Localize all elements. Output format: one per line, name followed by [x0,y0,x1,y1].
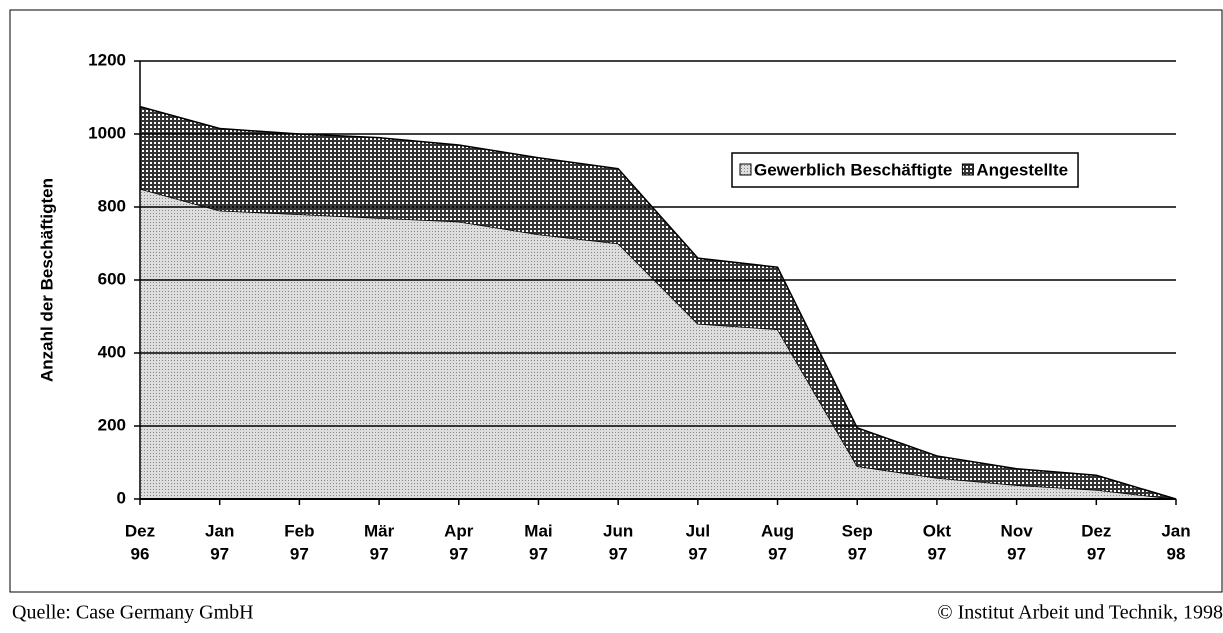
x-tick-label: Okt [923,521,952,540]
x-tick-label: Feb [284,521,314,540]
copyright: © Institut Arbeit und Technik, 1998 [937,602,1223,624]
y-tick-label: 0 [117,488,126,507]
y-tick-label: 400 [98,342,126,361]
x-tick-label: 96 [131,544,150,563]
legend-label: Gewerblich Beschäftigte [754,160,952,179]
x-tick-label: Mai [524,521,552,540]
x-tick-label: Apr [444,521,474,540]
area [140,106,1176,499]
y-tick-label: 200 [98,415,126,434]
frame [9,9,1223,593]
x-tick-label: 97 [290,544,309,563]
y-tick-label: 1000 [88,123,126,142]
y-axis-label: Anzahl der Beschäftigten [37,178,56,382]
x-tick-label: Jan [205,521,234,540]
x-tick-label: Dez [125,521,155,540]
legend-swatch [961,163,974,176]
y-tick-label: 600 [98,269,126,288]
x-tick-label: 98 [1167,544,1186,563]
x-tick-label: 97 [370,544,389,563]
x-tick-label: 97 [1087,544,1106,563]
legend-swatch [739,163,752,176]
x-tick-label: Jun [603,521,633,540]
y-tick-label: 800 [98,196,126,215]
x-tick-label: Sep [842,521,873,540]
x-tick-label: 97 [848,544,867,563]
x-tick-label: Jan [1161,521,1190,540]
x-tick-label: Aug [761,521,794,540]
x-tick-label: 97 [609,544,628,563]
legend-label: Angestellte [976,160,1068,179]
legend [731,152,1079,188]
y-tick-label: 1200 [88,50,126,69]
x-tick-label: 97 [688,544,707,563]
x-tick-label: 97 [210,544,229,563]
x-tick-label: Jul [686,521,711,540]
x-tick-label: Mär [364,521,395,540]
source: Quelle: Case Germany GmbH [12,602,254,624]
x-tick-label: 97 [529,544,548,563]
x-tick-label: Dez [1081,521,1111,540]
x-tick-label: 97 [768,544,787,563]
x-tick-label: 97 [1007,544,1026,563]
x-tick-label: 97 [449,544,468,563]
x-tick-label: 97 [927,544,946,563]
area [140,188,1176,499]
x-tick-label: Nov [1001,521,1034,540]
